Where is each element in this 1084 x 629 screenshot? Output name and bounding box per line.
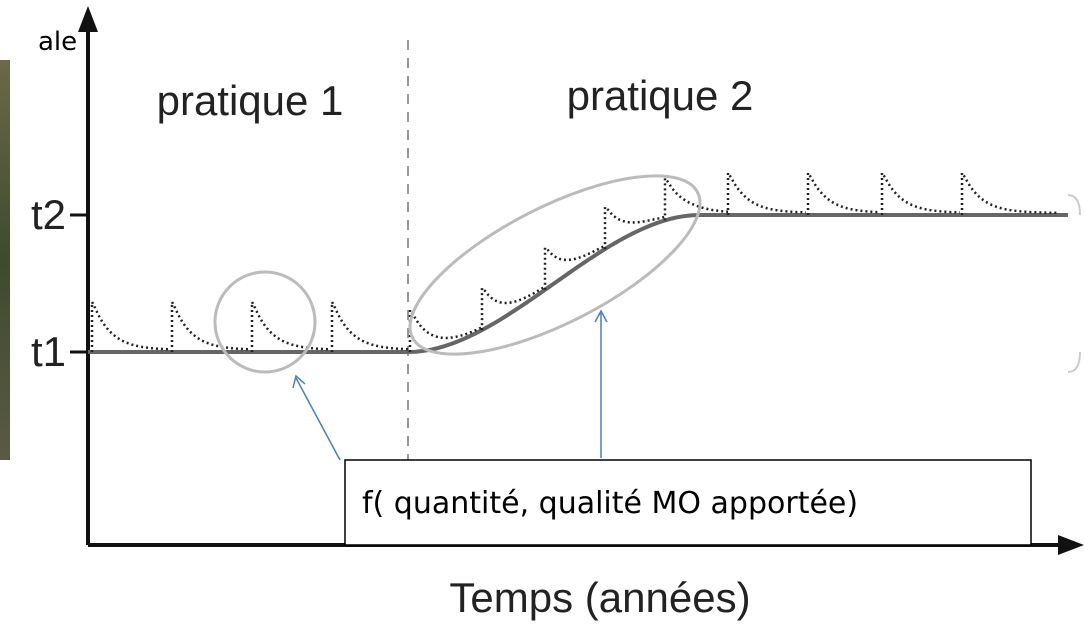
arrow-head: [594, 309, 608, 323]
bracket: [1067, 194, 1081, 216]
t2-label: t2: [31, 191, 66, 238]
highlight-circle: [213, 270, 317, 374]
x-axis-title: Temps (années): [449, 574, 750, 621]
photo-edge: [0, 60, 10, 460]
arrow: [295, 377, 341, 461]
practice-1: pratique 1: [157, 77, 344, 124]
bracket: [1067, 351, 1081, 373]
y-arrow: [78, 6, 98, 32]
x-arrow: [1058, 535, 1084, 555]
corner-text: ale: [38, 27, 77, 57]
callout-text: f( quantité, qualité MO apportée): [362, 486, 858, 521]
arrow-head: [292, 374, 306, 389]
t1-label: t1: [31, 328, 66, 375]
practice-2: pratique 2: [567, 72, 754, 119]
highlight-ellipse: [408, 174, 702, 356]
callout-box: [344, 459, 1032, 546]
input-dynamics: [90, 168, 1058, 352]
